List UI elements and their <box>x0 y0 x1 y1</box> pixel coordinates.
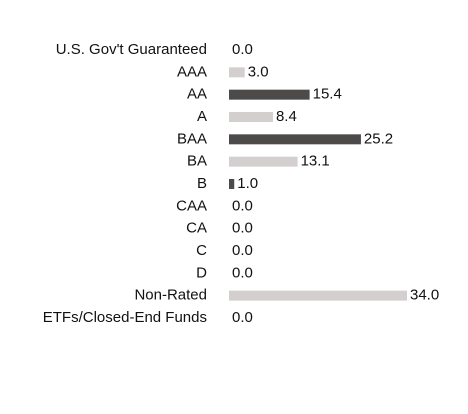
value-label: 15.4 <box>313 86 342 103</box>
value-label: 13.1 <box>301 153 330 170</box>
category-label: Non-Rated <box>134 287 207 304</box>
category-label: U.S. Gov't Guaranteed <box>56 41 207 58</box>
value-label: 34.0 <box>410 287 439 304</box>
bar <box>229 156 298 167</box>
category-label: BAA <box>177 130 207 147</box>
value-label: 0.0 <box>232 242 253 259</box>
value-label: 0.0 <box>232 309 253 326</box>
bar <box>229 67 245 78</box>
category-label: B <box>197 175 207 192</box>
category-label: AA <box>187 86 207 103</box>
category-label: ETFs/Closed-End Funds <box>43 309 207 326</box>
bar <box>229 290 407 301</box>
category-label: AAA <box>177 63 207 80</box>
bar <box>229 89 310 100</box>
category-label: CA <box>186 220 207 237</box>
category-label: CAA <box>176 197 207 214</box>
bar <box>229 111 273 122</box>
value-label: 0.0 <box>232 264 253 281</box>
bar <box>229 178 235 189</box>
category-label: BA <box>187 153 207 170</box>
value-label: 8.4 <box>276 108 297 125</box>
category-label: A <box>197 108 207 125</box>
value-label: 0.0 <box>232 220 253 237</box>
bar <box>229 134 361 145</box>
value-label: 0.0 <box>232 41 253 58</box>
category-label: C <box>196 242 207 259</box>
value-label: 1.0 <box>237 175 258 192</box>
value-label: 3.0 <box>248 63 269 80</box>
category-label: D <box>196 264 207 281</box>
value-label: 25.2 <box>364 130 393 147</box>
value-label: 0.0 <box>232 197 253 214</box>
